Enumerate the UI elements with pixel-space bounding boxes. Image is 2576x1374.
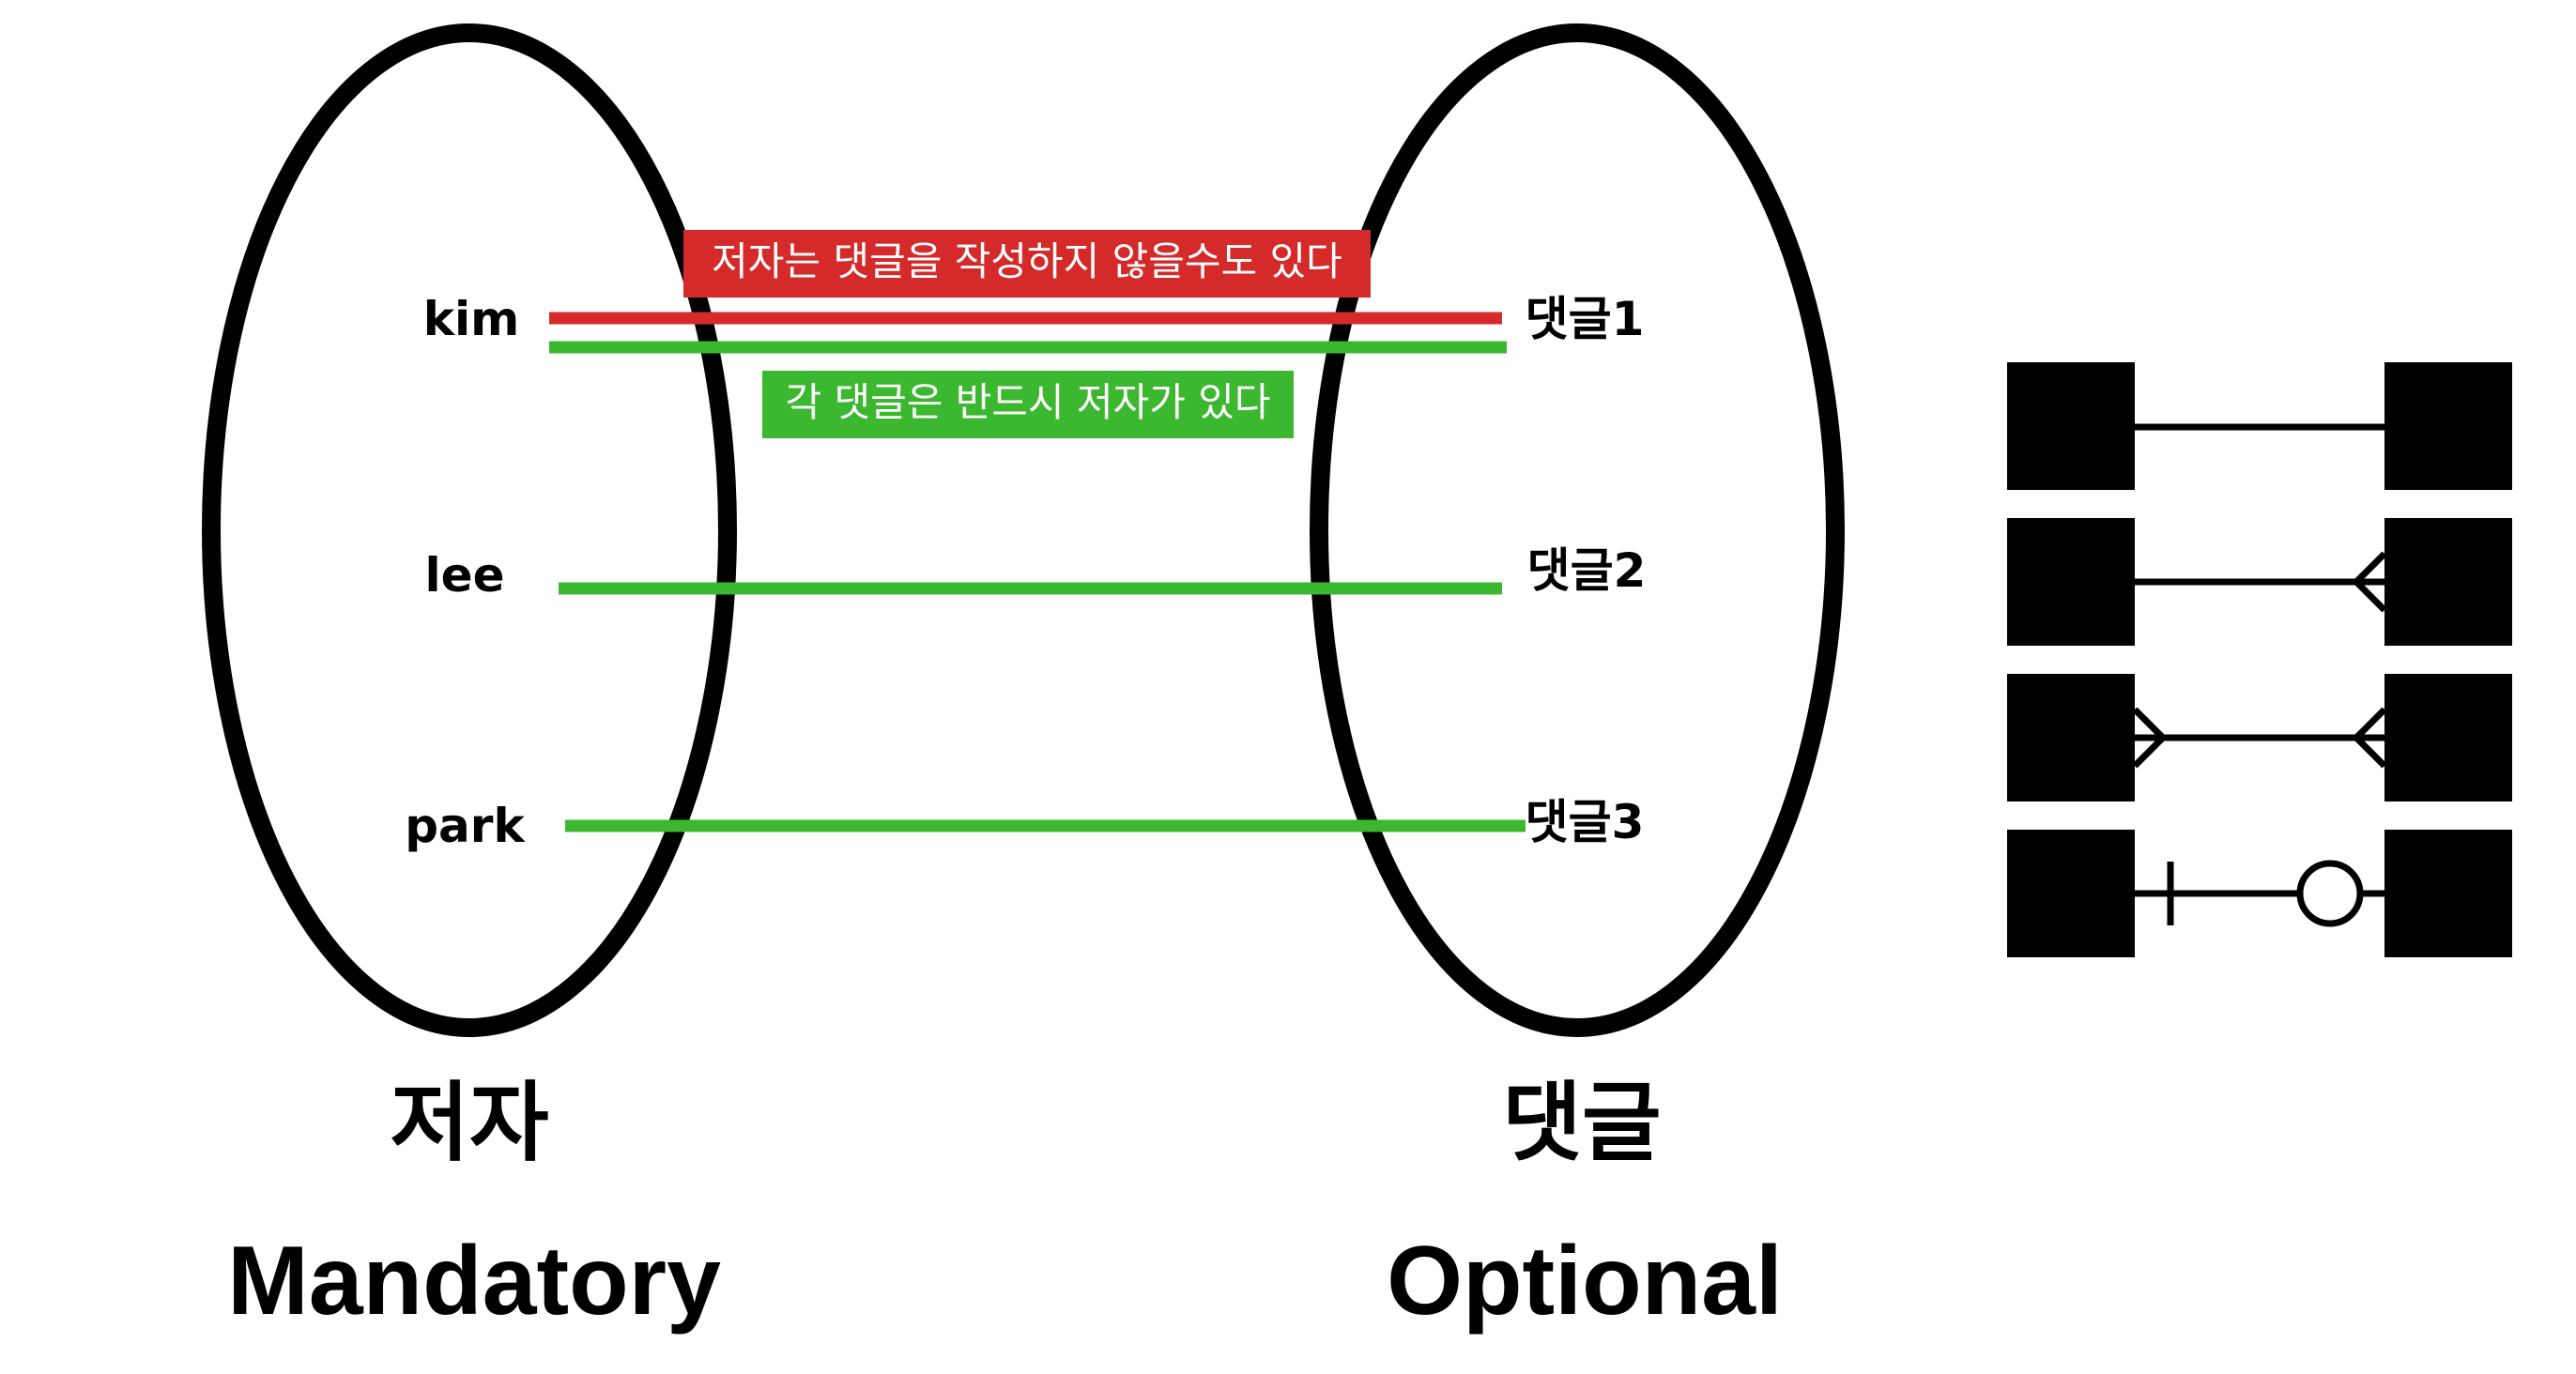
author-set-title: 저자	[390, 1073, 548, 1173]
legend-entity-box	[2007, 830, 2135, 957]
comment-set-ellipse	[1310, 23, 1845, 1037]
legend-many-to-many	[2007, 674, 2512, 802]
author-kim: kim	[423, 292, 520, 346]
legend-entity-box	[2007, 674, 2135, 802]
crows-foot-icon	[2354, 707, 2387, 769]
optional-note-banner	[683, 230, 1371, 298]
optional-circle-icon	[2296, 860, 2364, 927]
legend-one-to-one	[2007, 362, 2512, 490]
comment-2: 댓글2	[1527, 543, 1647, 598]
legend-one-to-many	[2007, 518, 2512, 646]
comment-set-title: 댓글	[1502, 1073, 1661, 1173]
comment-set-caption: Optional	[1387, 1227, 1783, 1336]
legend-mandatory-to-optional	[2007, 830, 2512, 957]
legend-entity-box	[2384, 362, 2512, 490]
legend-entity-box	[2384, 518, 2512, 646]
mandatory-note-banner	[762, 371, 1294, 438]
author-lee: lee	[425, 548, 505, 603]
mandatory-note-text: 각 댓글은 반드시 저자가 있다	[785, 379, 1270, 425]
legend-entity-box	[2007, 518, 2135, 646]
comment-3: 댓글3	[1526, 795, 1645, 849]
crows-foot-icon	[2132, 707, 2166, 769]
legend-entity-box	[2007, 362, 2135, 490]
optional-note-text: 저자는 댓글을 작성하지 않을수도 있다	[712, 238, 1342, 284]
notation-legend	[2007, 362, 2512, 957]
comment-1: 댓글1	[1526, 292, 1645, 346]
crows-foot-icon	[2354, 551, 2387, 613]
author-set-caption: Mandatory	[227, 1227, 721, 1336]
author-set-ellipse	[202, 23, 737, 1037]
author-park: park	[405, 799, 526, 853]
legend-entity-box	[2384, 674, 2512, 802]
legend-entity-box	[2384, 830, 2512, 957]
